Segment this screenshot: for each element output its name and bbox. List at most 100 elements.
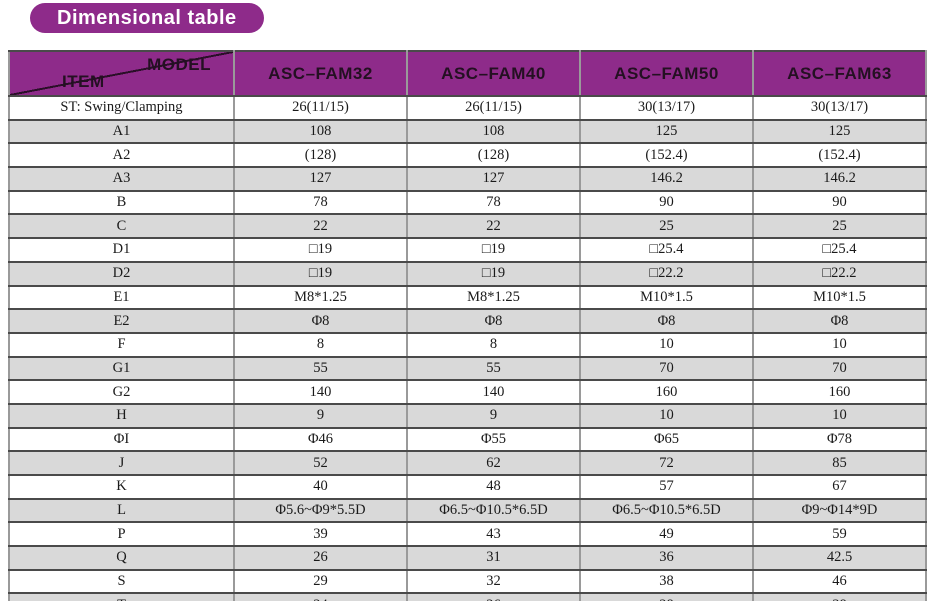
value-cell: 125	[752, 118, 927, 145]
item-cell: ST: Swing/Clamping	[8, 95, 235, 121]
value-cell: 29	[233, 568, 408, 595]
value-cell: 146.2	[752, 166, 927, 192]
value-cell: 108	[406, 118, 581, 145]
value-cell: 90	[579, 189, 754, 216]
value-cell: □25.4	[752, 237, 927, 263]
value-cell: 42.5	[752, 545, 927, 571]
table-row: G2 140 140 160 160	[8, 379, 927, 405]
table-row: A2 (128) (128) (152.4) (152.4)	[8, 142, 927, 169]
value-cell: 108	[233, 118, 408, 145]
value-cell: 10	[579, 402, 754, 429]
value-cell: 140	[233, 379, 408, 405]
value-cell: Φ78	[752, 426, 927, 453]
value-cell: 30(13/17)	[579, 95, 754, 121]
table-row: ΦI Φ46 Φ55 Φ65 Φ78	[8, 426, 927, 453]
item-cell: G1	[8, 355, 235, 382]
value-cell: 140	[406, 379, 581, 405]
value-cell: M8*1.25	[233, 284, 408, 311]
value-cell: 26	[233, 545, 408, 571]
table-row: E1 M8*1.25 M8*1.25 M10*1.5 M10*1.5	[8, 284, 927, 311]
item-cell: P	[8, 521, 235, 548]
value-cell: 40	[233, 474, 408, 500]
value-cell: Φ6.5~Φ10.5*6.5D	[406, 497, 581, 524]
value-cell: 38	[579, 568, 754, 595]
value-cell: 25	[579, 213, 754, 240]
item-cell: A3	[8, 166, 235, 192]
column-header-asc-fam40: ASC–FAM40	[406, 50, 581, 97]
value-cell: 55	[406, 355, 581, 382]
value-cell: 46	[752, 568, 927, 595]
value-cell: 10	[752, 331, 927, 358]
value-cell: □19	[406, 260, 581, 287]
value-cell: □25.4	[579, 237, 754, 263]
item-cell: C	[8, 213, 235, 240]
item-cell: E2	[8, 308, 235, 334]
value-cell: 32	[406, 568, 581, 595]
table-row: F 8 8 10 10	[8, 331, 927, 358]
table-row: G1 55 55 70 70	[8, 355, 927, 382]
value-cell: Φ55	[406, 426, 581, 453]
column-header-asc-fam63: ASC–FAM63	[752, 50, 927, 97]
value-cell: 22	[406, 213, 581, 240]
value-cell: Φ65	[579, 426, 754, 453]
table-row: C 22 22 25 25	[8, 213, 927, 240]
value-cell: 43	[406, 521, 581, 548]
item-cell: A2	[8, 142, 235, 169]
value-cell: M8*1.25	[406, 284, 581, 311]
table-row: P 39 43 49 59	[8, 521, 927, 548]
column-header-asc-fam32: ASC–FAM32	[233, 50, 408, 97]
value-cell: 59	[752, 521, 927, 548]
table-row: K 40 48 57 67	[8, 474, 927, 500]
item-cell: T	[8, 592, 235, 601]
value-cell: Φ9~Φ14*9D	[752, 497, 927, 524]
value-cell: Φ46	[233, 426, 408, 453]
value-cell: 22	[233, 213, 408, 240]
value-cell: 26(11/15)	[406, 95, 581, 121]
table-row: A3 127 127 146.2 146.2	[8, 166, 927, 192]
value-cell: 90	[752, 189, 927, 216]
value-cell: 30(13/17)	[752, 95, 927, 121]
table-row: S 29 32 38 46	[8, 568, 927, 595]
value-cell: 31	[406, 545, 581, 571]
table-row: L Φ5.6~Φ9*5.5D Φ6.5~Φ10.5*6.5D Φ6.5~Φ10.5*6…	[8, 497, 927, 524]
column-header-asc-fam50: ASC–FAM50	[579, 50, 754, 97]
value-cell: Φ5.6~Φ9*5.5D	[233, 497, 408, 524]
value-cell: 62	[406, 450, 581, 476]
item-cell: E1	[8, 284, 235, 311]
value-cell: 10	[752, 402, 927, 429]
dimensional-table: MODEL ITEM ASC–FAM32 ASC–FAM40 ASC–FAM50 AS…	[8, 50, 927, 601]
table-row: T24262838	[8, 592, 927, 601]
item-cell: S	[8, 568, 235, 595]
item-cell: J	[8, 450, 235, 476]
value-cell: 10	[579, 331, 754, 358]
value-cell: 125	[579, 118, 754, 145]
value-cell: 9	[233, 402, 408, 429]
value-cell: M10*1.5	[579, 284, 754, 311]
table-row: ST: Swing/Clamping 26(11/15) 26(11/15) 30(1…	[8, 95, 927, 121]
value-cell: □19	[233, 260, 408, 287]
value-cell: 127	[406, 166, 581, 192]
value-cell: 26(11/15)	[233, 95, 408, 121]
item-cell: Q	[8, 545, 235, 571]
value-cell: 9	[406, 402, 581, 429]
item-cell: D2	[8, 260, 235, 287]
item-cell: F	[8, 331, 235, 358]
value-cell: □19	[406, 237, 581, 263]
table-row: D2 □19 □19 □22.2 □22.2	[8, 260, 927, 287]
value-cell: □19	[233, 237, 408, 263]
value-cell: 160	[752, 379, 927, 405]
table-row: H 9 9 10 10	[8, 402, 927, 429]
value-cell: (128)	[406, 142, 581, 169]
table-row: Q 26 31 36 42.5	[8, 545, 927, 571]
value-cell: 70	[752, 355, 927, 382]
value-cell: 25	[752, 213, 927, 240]
value-cell: Φ8	[579, 308, 754, 334]
value-cell: 52	[233, 450, 408, 476]
value-cell: 160	[579, 379, 754, 405]
item-cell: K	[8, 474, 235, 500]
item-cell: D1	[8, 237, 235, 263]
value-cell: 78	[406, 189, 581, 216]
value-cell: (128)	[233, 142, 408, 169]
item-cell: L	[8, 497, 235, 524]
